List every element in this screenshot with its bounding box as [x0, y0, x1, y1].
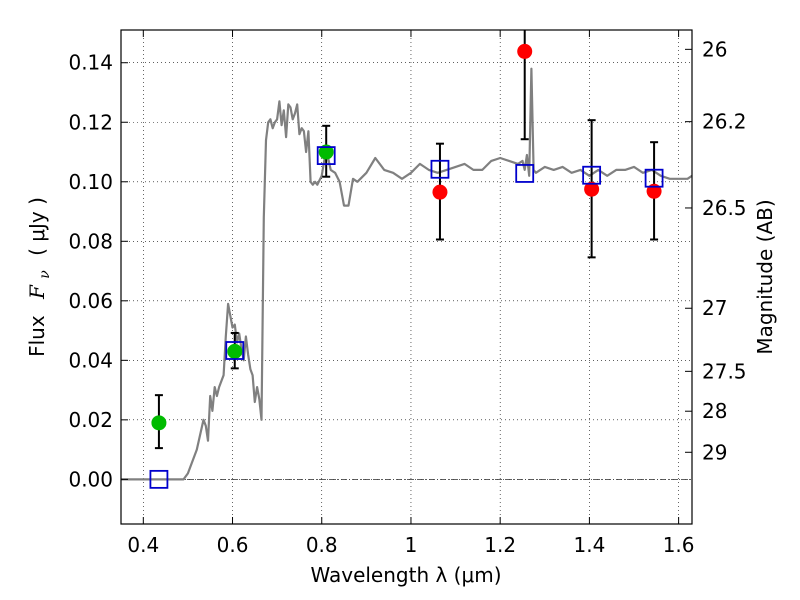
svg-text:Flux F ν ( μ: Flux F ν ( μJy ) — [25, 197, 54, 357]
y-axis-label-subscript: ν — [37, 270, 53, 279]
grid-lines — [121, 30, 692, 524]
x-axis-ticks: 0.4 0.6 0.8 1 1.2 1.4 1.6 — [127, 30, 695, 557]
y-tick-label: 0.04 — [68, 348, 113, 372]
plot-area — [121, 30, 692, 489]
error-bars — [154, 30, 659, 450]
model-square — [225, 341, 245, 360]
y-tick-label: 0.14 — [68, 51, 113, 75]
right-tick-label: 29 — [702, 440, 727, 464]
data-point — [517, 43, 533, 59]
model-sed-line — [121, 67, 692, 481]
y-tick-label: 0.06 — [68, 289, 113, 313]
right-tick-label: 26 — [702, 37, 727, 61]
x-tick-label: 1.4 — [573, 533, 605, 557]
model-square — [644, 168, 664, 188]
data-point — [151, 415, 167, 431]
x-axis-label: Wavelength λ (μm) — [310, 563, 501, 587]
data-point — [584, 181, 600, 197]
y-axis-ticks: 0.00 0.02 0.04 0.06 0.08 0.10 0.12 0.14 — [68, 51, 128, 491]
x-tick-label: 1.2 — [484, 533, 516, 557]
model-square — [316, 146, 336, 165]
y-tick-label: 0.12 — [68, 110, 113, 134]
model-squares — [149, 146, 664, 489]
right-tick-label: 26.2 — [702, 110, 747, 134]
right-axis-label: Magnitude (AB) — [753, 199, 777, 354]
x-tick-label: 1 — [405, 533, 418, 557]
right-axis-ticks: 26 26.2 26.5 27 27.5 28 29 — [685, 37, 747, 464]
x-tick-label: 0.8 — [306, 533, 338, 557]
plot-frame — [120, 29, 693, 525]
y-tick-label: 0.08 — [68, 229, 113, 253]
model-square — [149, 469, 169, 489]
y-tick-label: 0.00 — [68, 467, 113, 491]
right-tick-label: 26.5 — [702, 196, 747, 220]
data-point — [318, 144, 334, 160]
model-square — [515, 164, 535, 183]
right-tick-label: 27 — [702, 296, 727, 320]
right-tick-label: 28 — [702, 399, 727, 423]
y-axis-label-symbol: F — [25, 284, 49, 300]
x-tick-label: 1.6 — [663, 533, 695, 557]
right-tick-label: 27.5 — [702, 359, 747, 383]
y-tick-label: 0.02 — [68, 408, 113, 432]
y-axis-label-text: Flux — [25, 315, 49, 357]
x-tick-label: 0.4 — [127, 533, 159, 557]
y-axis-label: Flux F ν ( μJy ) — [25, 197, 54, 357]
model-square — [430, 159, 450, 179]
data-markers — [151, 43, 662, 431]
x-tick-label: 0.6 — [217, 533, 249, 557]
model-square — [582, 165, 602, 185]
y-tick-label: 0.10 — [68, 170, 113, 194]
y-axis-label-unit: ( μJy ) — [25, 197, 49, 256]
data-point — [432, 184, 448, 200]
data-point — [227, 343, 243, 359]
